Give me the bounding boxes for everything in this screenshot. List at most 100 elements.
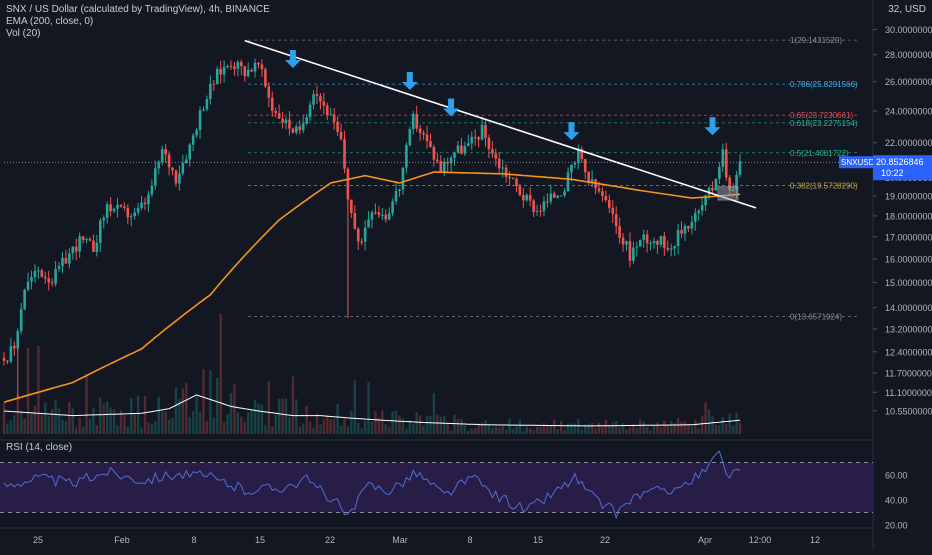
- candle-body: [246, 69, 250, 77]
- volume-bar: [432, 392, 436, 434]
- fib-level-label: 0.786(25.8291566): [790, 80, 858, 89]
- volume-bar: [659, 427, 663, 434]
- volume-bar: [584, 424, 587, 434]
- candle-body: [270, 97, 274, 112]
- volume-bar: [360, 428, 363, 434]
- candle-body: [150, 185, 154, 195]
- volume-bar: [594, 428, 597, 434]
- candle-body: [284, 119, 288, 123]
- volume-bar: [559, 420, 563, 434]
- candle-body: [367, 219, 370, 228]
- candle-body: [666, 247, 670, 250]
- price-tick-label: 11.7000000: [885, 369, 932, 379]
- volume-bar: [257, 403, 260, 434]
- volume-bar: [308, 421, 312, 434]
- candle-body: [590, 179, 594, 183]
- candle-body: [690, 221, 694, 229]
- candle-body: [57, 266, 61, 269]
- rsi-legend[interactable]: RSI (14, close): [6, 442, 73, 453]
- volume-bar: [13, 415, 16, 434]
- candle-body: [301, 123, 305, 131]
- volume-bar: [467, 430, 470, 434]
- volume-bar: [566, 423, 570, 434]
- candle-body: [718, 166, 721, 179]
- volume-bar: [154, 420, 157, 434]
- volume-bar: [618, 427, 621, 434]
- volume-bar: [676, 417, 680, 434]
- volume-bar: [326, 415, 329, 434]
- candle-body: [23, 289, 26, 310]
- fib-level-label: 0.382(19.5728290): [790, 181, 858, 190]
- volume-bar: [446, 422, 449, 434]
- volume-bar: [75, 427, 78, 434]
- fib-level-label: 0.5(21.4001722): [790, 149, 849, 158]
- volume-bar: [332, 418, 336, 434]
- candle-body: [645, 234, 649, 244]
- candle-body: [422, 132, 425, 135]
- volume-bar: [178, 399, 181, 434]
- volume-bar: [422, 425, 425, 434]
- volume-bar: [542, 423, 546, 434]
- candle-body: [491, 149, 494, 154]
- candle-body: [728, 177, 731, 191]
- price-tick-label: 19.0000000: [885, 192, 932, 202]
- candle-body: [202, 109, 205, 111]
- candle-body: [497, 158, 501, 169]
- candle-body: [236, 61, 240, 69]
- time-tick-label: 22: [325, 535, 335, 545]
- volume-bar: [573, 423, 577, 434]
- volume-bar: [329, 419, 332, 434]
- volume-bar: [68, 402, 71, 434]
- chart-title[interactable]: SNX / US Dollar (calculated by TradingVi…: [6, 4, 270, 15]
- volume-bar: [47, 416, 50, 434]
- candle-body: [707, 187, 711, 196]
- candle-body: [129, 216, 133, 218]
- volume-bar: [19, 411, 23, 434]
- candle-body: [391, 201, 394, 214]
- candle-body: [583, 159, 587, 173]
- candle-body: [525, 194, 529, 201]
- candle-body: [322, 101, 326, 106]
- chart-legend: SNX / US Dollar (calculated by TradingVi…: [6, 4, 270, 40]
- candle-body: [68, 253, 71, 264]
- candle-body: [408, 129, 412, 146]
- volume-bar: [511, 428, 515, 434]
- candle-body: [556, 195, 560, 198]
- volume-bar: [553, 419, 556, 434]
- candle-body: [680, 229, 683, 234]
- candle-body: [446, 161, 449, 164]
- volume-bar: [133, 414, 136, 434]
- price-tick-label: 24.0000000: [885, 106, 932, 116]
- candle-body: [174, 170, 178, 184]
- candle-body: [577, 148, 580, 163]
- time-tick-label: 25: [33, 535, 43, 545]
- candle-body: [30, 277, 33, 282]
- volume-bar: [725, 424, 728, 434]
- candle-body: [663, 236, 666, 248]
- time-tick-label: 8: [191, 535, 196, 545]
- volume-bar: [535, 427, 539, 434]
- candle-body: [473, 137, 477, 139]
- volume-bar: [346, 426, 350, 434]
- candle-body: [611, 207, 615, 215]
- price-tick-label: 14.0000000: [885, 303, 932, 313]
- volume-bar: [532, 430, 535, 434]
- volume-bar: [167, 419, 171, 434]
- volume-bar: [525, 426, 528, 434]
- candle-body: [398, 189, 401, 191]
- volume-bar: [611, 422, 614, 434]
- volume-bar: [9, 420, 13, 434]
- volume-bar: [649, 430, 652, 434]
- volume-bar: [480, 422, 484, 434]
- volume-legend[interactable]: Vol (20): [6, 28, 41, 39]
- ema-legend[interactable]: EMA (200, close, 0): [6, 16, 94, 27]
- volume-bar: [143, 396, 147, 434]
- volume-bar: [491, 428, 494, 434]
- currency-label[interactable]: 32, USD: [888, 4, 926, 15]
- price-tick-label: 10.5500000: [885, 406, 932, 416]
- volume-bar: [673, 423, 676, 434]
- candle-body: [401, 167, 405, 190]
